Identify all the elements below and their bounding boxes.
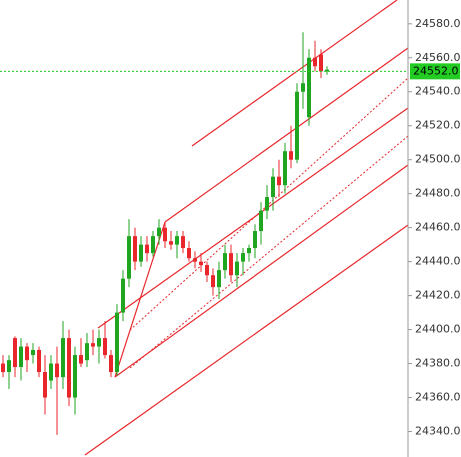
candle-body (145, 244, 149, 254)
pitchfork-line (191, 0, 398, 147)
candle-body (49, 363, 53, 381)
candle-body (229, 253, 233, 276)
candle-body (7, 360, 11, 373)
candle-body (103, 338, 107, 356)
y-tick-label: 24420.0 (415, 289, 461, 302)
y-tick-label: 24400.0 (415, 323, 461, 336)
candle-body (223, 253, 227, 271)
candle-body (115, 312, 119, 373)
candle-body (271, 176, 275, 198)
candle-body (199, 261, 203, 266)
candle-body (19, 346, 23, 367)
candle-body (259, 210, 263, 232)
candle-body (55, 363, 59, 378)
candle-body (187, 248, 191, 259)
last-price-box (410, 63, 460, 80)
pitchfork-handle (114, 261, 153, 378)
candles (1, 32, 329, 435)
candle-body (289, 151, 293, 160)
candle-body (133, 236, 137, 262)
candle-body (157, 227, 161, 237)
candle-body (79, 355, 83, 364)
candle-body (241, 253, 245, 262)
y-tick-label: 24520.0 (415, 119, 461, 132)
candle-body (217, 270, 221, 288)
pitchfork-line (129, 135, 409, 369)
candle-body (163, 227, 167, 242)
candle-body (277, 176, 281, 186)
y-tick-label: 24460.0 (415, 221, 461, 234)
candle-body (97, 338, 101, 347)
candle-body (319, 54, 323, 72)
y-tick-label: 24340.0 (415, 425, 461, 438)
candle-body (73, 355, 77, 398)
candle-body (175, 236, 179, 245)
candle-body (25, 346, 29, 361)
candle-body (211, 275, 215, 288)
candle-body (61, 338, 65, 378)
candle-body (43, 372, 47, 398)
last-price-label: 24552.0 (413, 64, 459, 77)
candle-body (121, 278, 125, 313)
y-tick-label: 24360.0 (415, 391, 461, 404)
candle-body (127, 236, 131, 279)
candle-body (313, 57, 317, 67)
candle-body (283, 151, 287, 186)
y-tick-label: 24480.0 (415, 187, 461, 200)
pitchfork-line (164, 47, 409, 223)
y-tick-label: 24580.0 (415, 17, 461, 30)
candle-body (247, 248, 251, 254)
pitchfork-line (84, 224, 409, 456)
pitchfork-line (129, 77, 409, 331)
candle-body (235, 261, 239, 276)
candle-body (301, 83, 305, 92)
candle-body (307, 57, 311, 118)
candle-body (139, 244, 143, 262)
candle-body (193, 258, 197, 262)
y-tick-label: 24540.0 (415, 85, 461, 98)
candle-body (151, 236, 155, 254)
candle-body (181, 236, 185, 249)
y-tick-label: 24500.0 (415, 153, 461, 166)
candle-body (85, 343, 89, 361)
candle-body (31, 349, 35, 356)
candle-body (13, 338, 17, 367)
pitchfork-line (97, 107, 409, 329)
candle-body (205, 265, 209, 276)
candle-body (1, 363, 5, 373)
candle-body (37, 349, 41, 373)
y-tick-label: 24440.0 (415, 255, 461, 268)
y-tick-label: 24560.0 (415, 51, 461, 64)
candle-body (265, 197, 269, 211)
candle-body (169, 241, 173, 245)
pitchfork-line (114, 164, 409, 378)
y-tick-label: 24380.0 (415, 357, 461, 370)
candle-body (91, 343, 95, 347)
candle-body (325, 69, 329, 72)
candle-body (109, 355, 113, 373)
candle-body (67, 338, 71, 398)
candle-body (253, 231, 257, 249)
pitchfork (84, 0, 409, 456)
candle-body (295, 91, 299, 160)
